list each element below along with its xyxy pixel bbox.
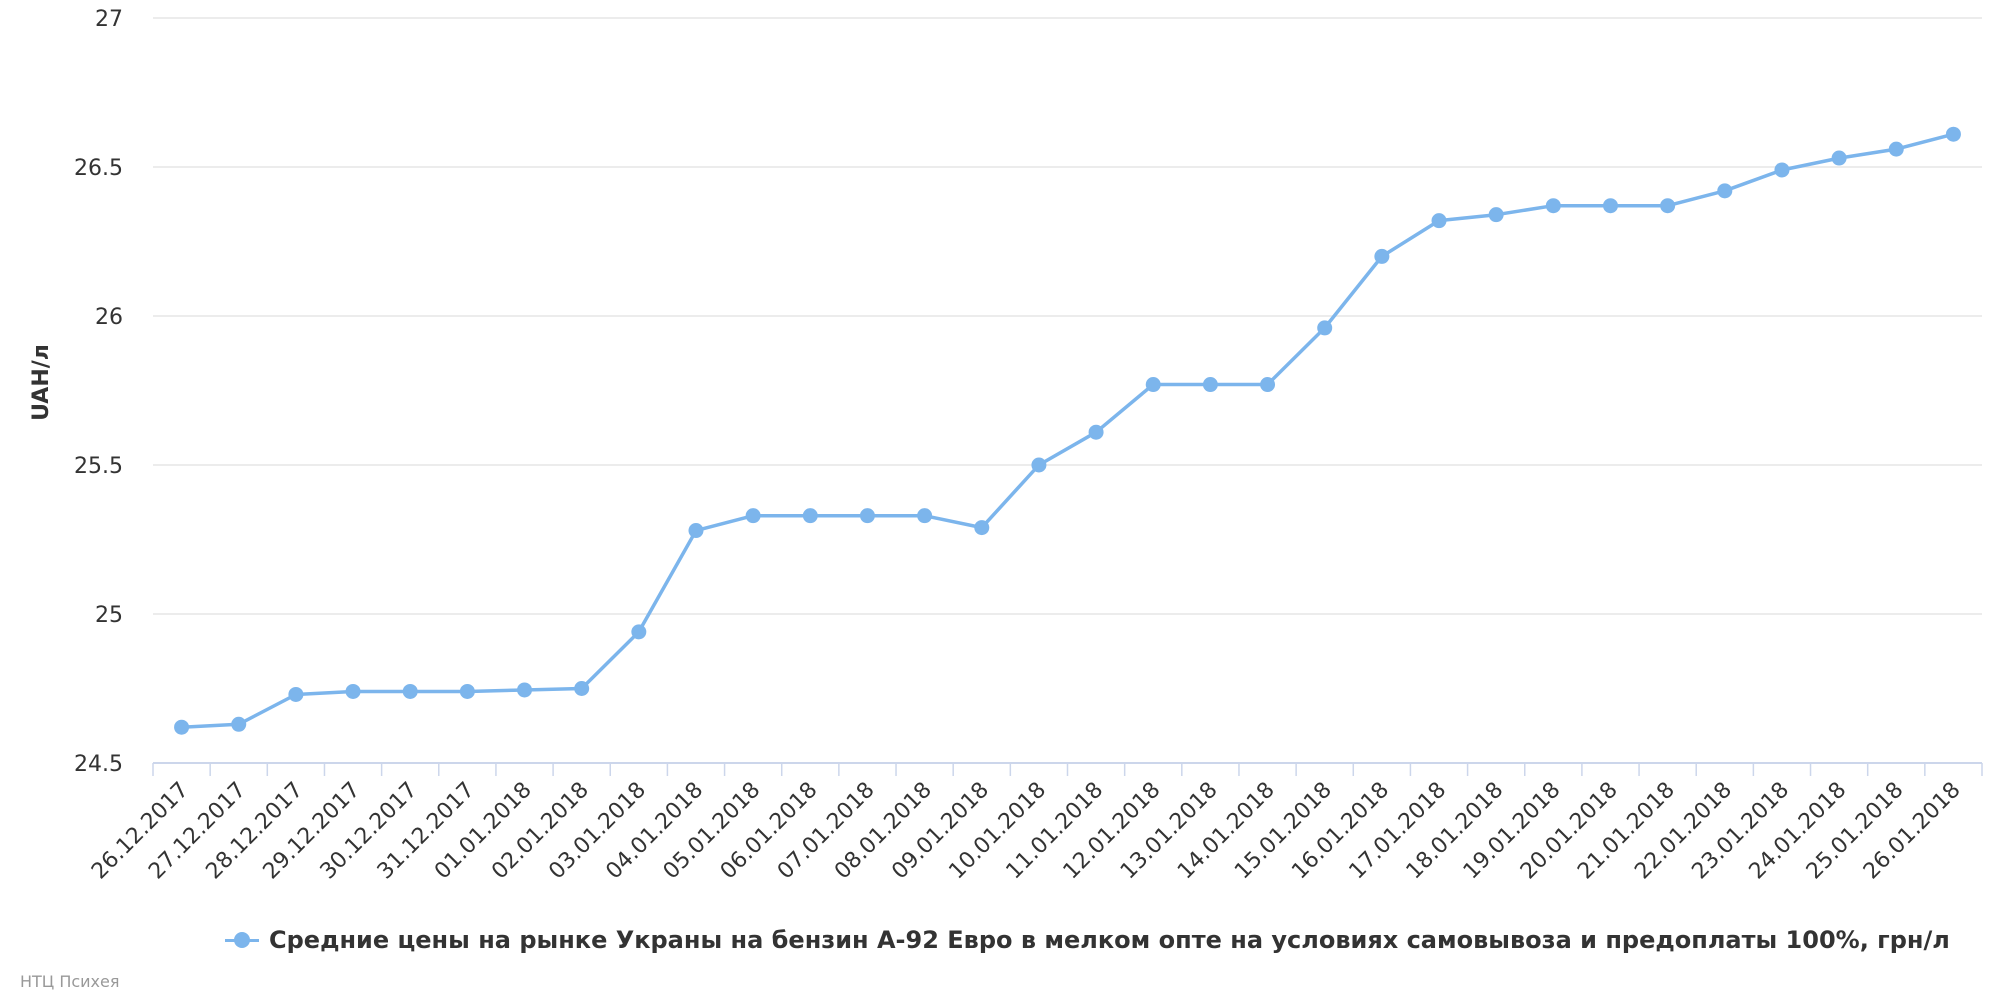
data-point[interactable] [1088,424,1104,440]
data-point[interactable] [1031,457,1047,473]
data-point[interactable] [1888,141,1904,157]
data-point[interactable] [459,683,475,699]
data-point[interactable] [1774,162,1790,178]
y-axis-title: UAH/л [29,344,54,421]
gridlines [153,17,1982,615]
data-point[interactable] [1831,150,1847,166]
y-tick-label: 24.5 [74,752,123,777]
data-point[interactable] [917,508,933,524]
data-point[interactable] [802,508,818,524]
data-point[interactable] [745,508,761,524]
data-point[interactable] [574,681,590,696]
legend-item[interactable]: Средние цены на рынке Украны на бензин А… [225,925,1950,955]
data-point[interactable] [288,686,304,702]
data-point[interactable] [688,523,704,539]
y-tick-label: 25.5 [74,454,123,479]
data-point[interactable] [1317,320,1333,336]
series-line-a92 [181,132,1954,729]
y-axis-tick-labels: 27 26.5 26 25.5 25 24.5 [74,7,123,777]
data-point[interactable] [1945,126,1961,142]
legend-label: Средние цены на рынке Украны на бензин А… [269,926,1950,954]
data-point[interactable] [859,508,875,524]
credits-text: НТЦ Психея [20,972,120,991]
data-point[interactable] [1602,198,1618,214]
y-tick-label: 26 [95,305,123,330]
x-axis-tick-labels: 26.12.201727.12.201728.12.201729.12.2017… [87,778,1966,885]
series-points [174,126,1961,735]
data-point[interactable] [345,683,361,699]
data-point[interactable] [1260,377,1276,393]
data-point[interactable] [631,624,647,640]
x-axis-ticks [152,763,1983,776]
data-point[interactable] [1660,198,1676,214]
series-line [181,132,1954,729]
y-tick-label: 26.5 [74,156,123,181]
data-point[interactable] [231,716,247,732]
legend-marker-icon [225,930,259,950]
data-point[interactable] [974,520,990,536]
data-point[interactable] [1488,207,1504,223]
data-point[interactable] [174,719,190,735]
data-point[interactable] [1717,183,1733,199]
y-tick-label: 25 [95,603,123,628]
data-point[interactable] [1202,377,1218,393]
data-point[interactable] [1145,377,1161,393]
data-point[interactable] [517,682,533,698]
data-point[interactable] [1431,213,1447,229]
data-point[interactable] [1545,198,1561,214]
data-point[interactable] [402,683,418,699]
y-tick-label: 27 [95,7,123,32]
data-point[interactable] [1374,248,1390,264]
